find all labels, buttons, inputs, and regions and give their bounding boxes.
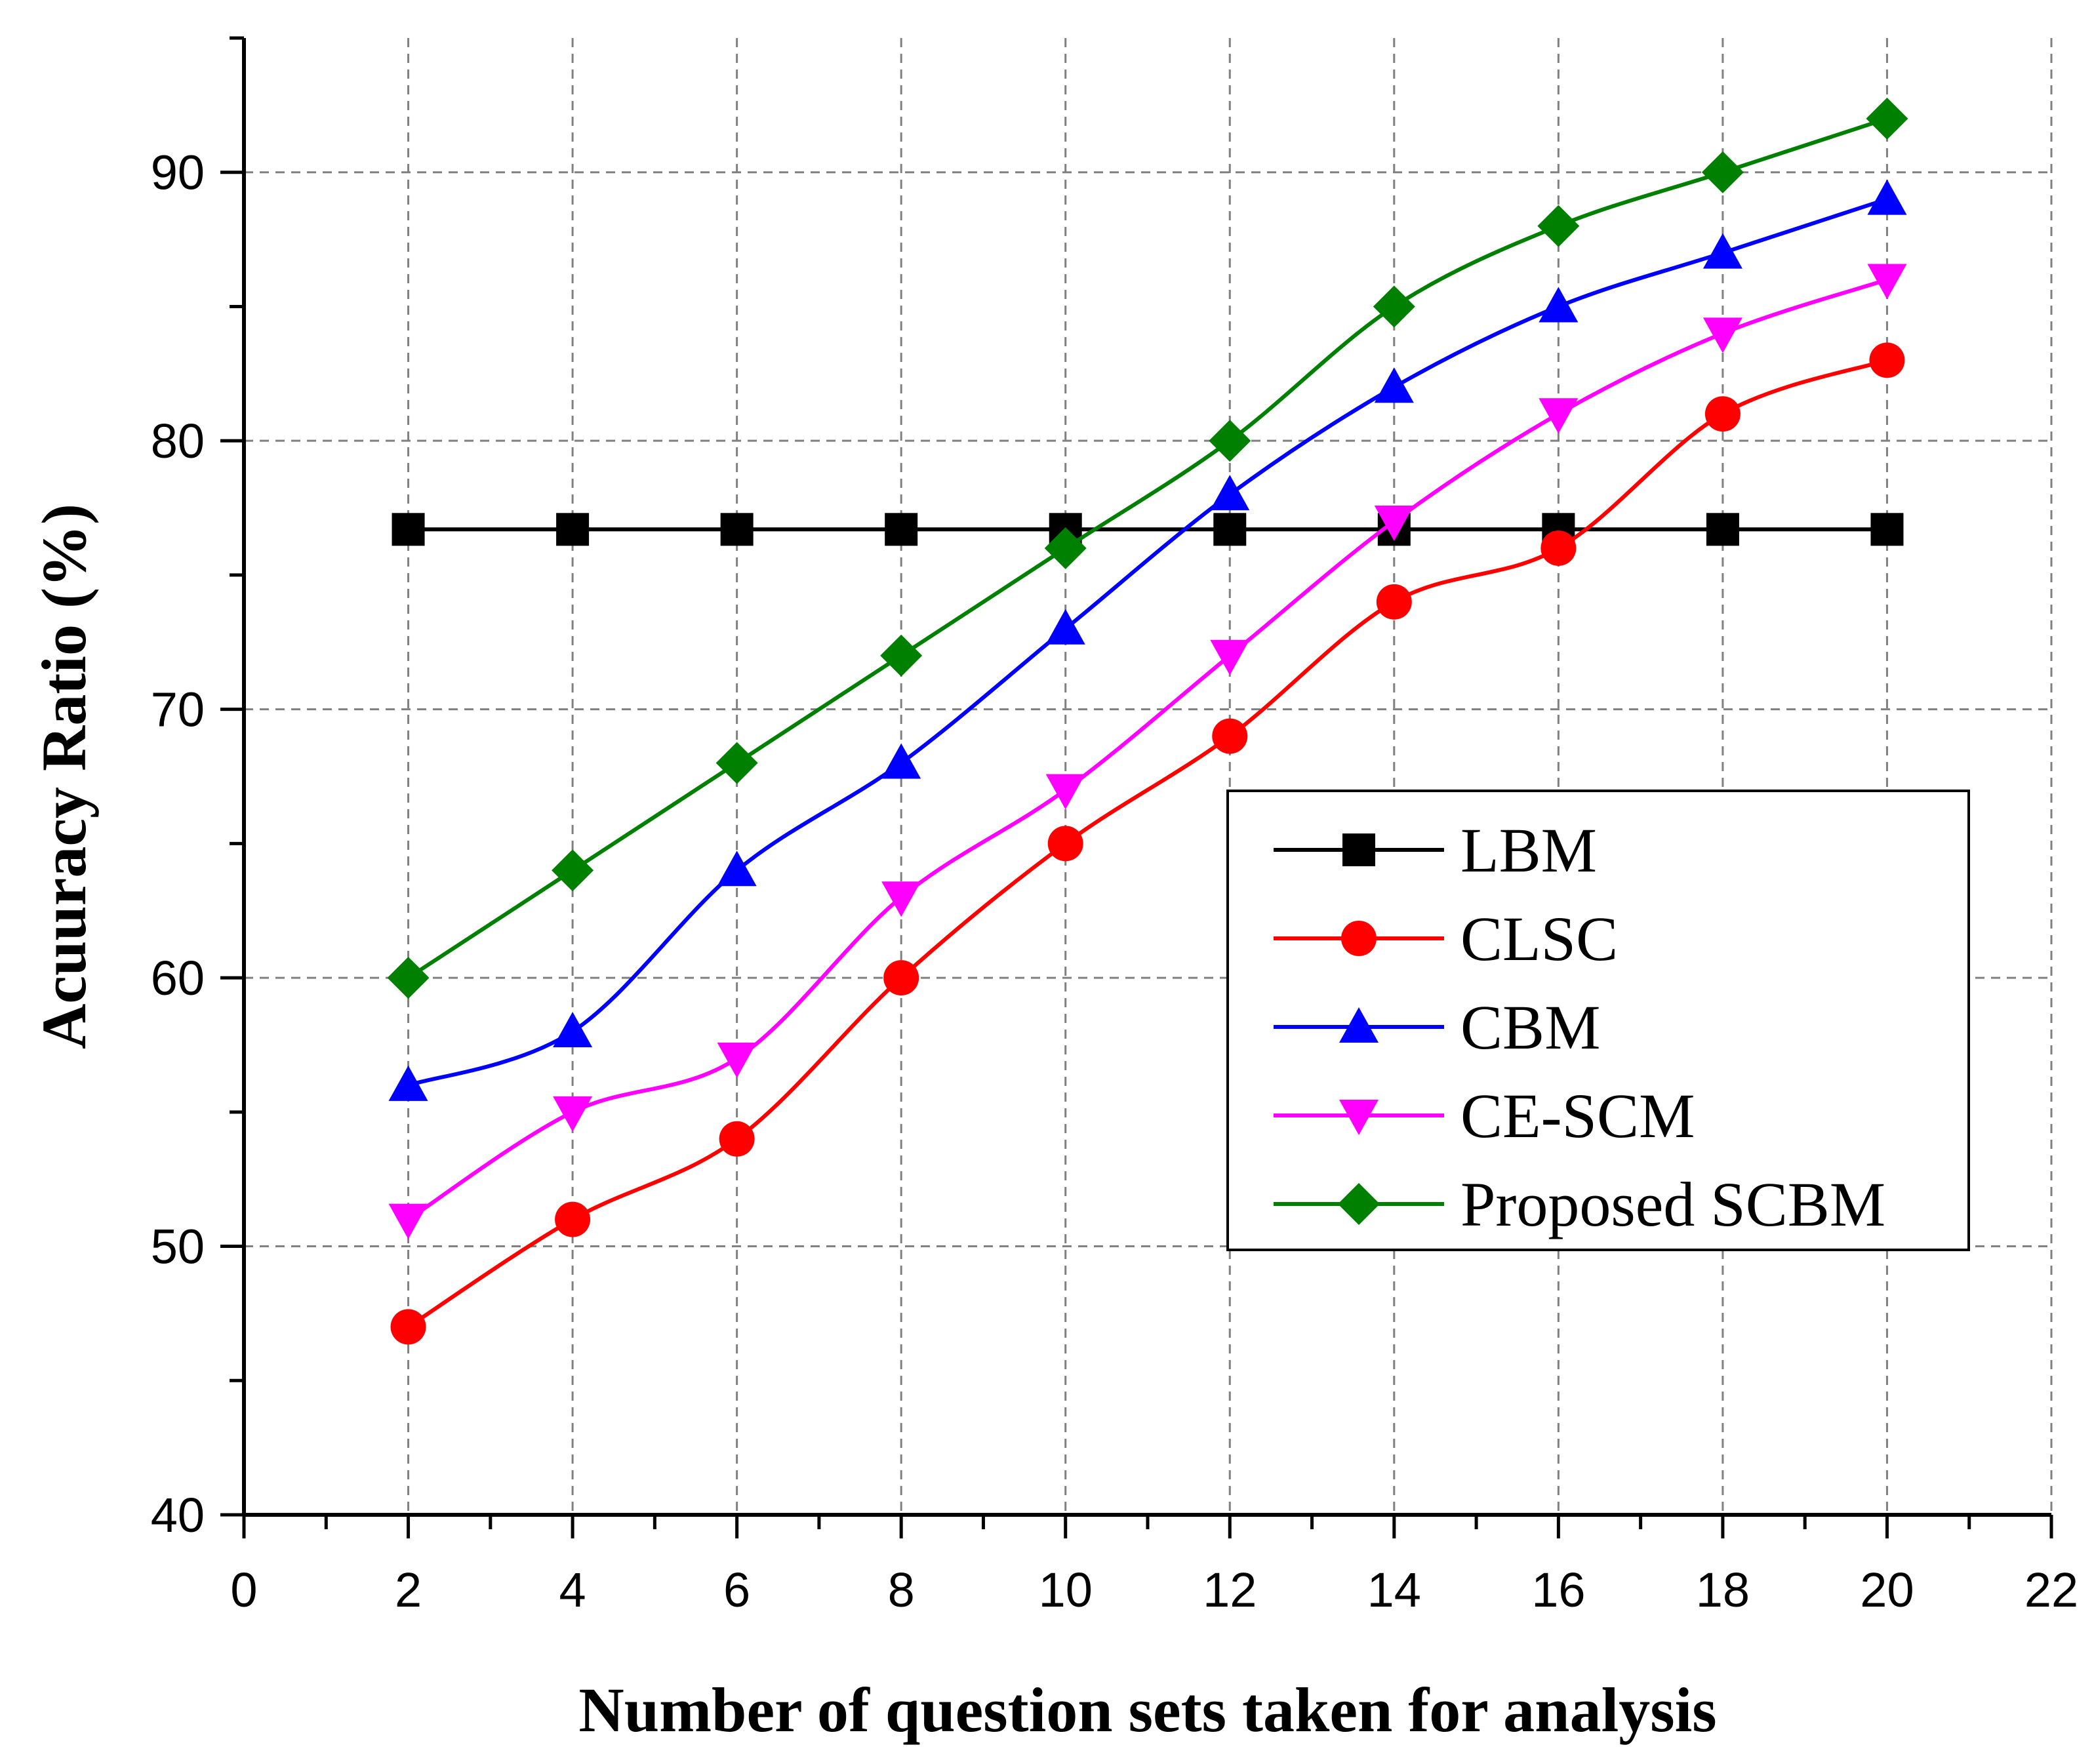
data-point-lbm-18: [1706, 513, 1739, 546]
x-tick-label-18: 18: [1696, 1563, 1750, 1617]
x-tick-label-16: 16: [1531, 1563, 1585, 1617]
legend-marker-cbm: [1339, 1007, 1379, 1043]
data-point-cbm-10: [1045, 609, 1085, 645]
series-line-ce-scm: [407, 277, 1888, 1222]
data-point-clsc-6: [719, 1121, 755, 1157]
data-point-ce-scm-18: [1702, 317, 1742, 353]
data-point-ce-scm-4: [553, 1096, 593, 1132]
series-line-clsc: [407, 358, 1888, 1329]
data-point-clsc-10: [1047, 826, 1083, 862]
y-tick-label-50: 50: [151, 1220, 205, 1274]
legend-label-clsc: CLSC: [1460, 904, 1618, 974]
data-point-ce-scm-16: [1539, 398, 1579, 434]
legend-marker-lbm: [1342, 833, 1375, 866]
data-point-ce-scm-2: [388, 1203, 428, 1239]
data-point-cbm-18: [1702, 233, 1742, 269]
y-tick-label-80: 80: [151, 414, 205, 468]
data-point-clsc-8: [883, 960, 919, 996]
data-point-cbm-20: [1867, 179, 1907, 215]
x-tick-label-4: 4: [559, 1563, 586, 1617]
x-tick-label-8: 8: [888, 1563, 915, 1617]
x-tick-label-6: 6: [723, 1563, 750, 1617]
data-point-clsc-16: [1540, 530, 1577, 566]
legend-marker-clsc: [1341, 921, 1377, 956]
x-tick-label-22: 22: [2024, 1563, 2078, 1617]
data-point-ce-scm-20: [1867, 264, 1907, 300]
x-tick-label-14: 14: [1367, 1563, 1421, 1617]
x-tick-label-10: 10: [1039, 1563, 1093, 1617]
data-point-cbm-16: [1539, 287, 1579, 323]
x-tick-label-0: 0: [230, 1563, 257, 1617]
tick-labels: 0 2 4 6 8 10 12 14 16 18 20 22 40 50 60 70 80 90: [151, 146, 2078, 1617]
data-point-cbm-4: [553, 1011, 593, 1047]
data-point-proposed-scbm-10: [1044, 527, 1087, 569]
axes: [220, 36, 2053, 1538]
y-axis-title: Acuuracy Ratio (%): [29, 504, 99, 1049]
series-line-cbm: [407, 197, 1888, 1087]
legend-label-cbm: CBM: [1460, 992, 1600, 1062]
x-axis-title: Number of question sets taken for analys…: [578, 1675, 1716, 1745]
data-point-cbm-8: [881, 743, 921, 779]
data-point-cbm-12: [1210, 475, 1250, 511]
y-tick-label-40: 40: [151, 1488, 205, 1542]
data-point-proposed-scbm-8: [880, 634, 923, 677]
legend: LBM CLSC CBM CE-SCM Proposed SCBM: [1226, 790, 1970, 1251]
data-point-ce-scm-10: [1045, 774, 1085, 810]
data-point-ce-scm-12: [1210, 639, 1250, 675]
data-point-lbm-2: [392, 513, 425, 546]
data-point-proposed-scbm-18: [1701, 151, 1744, 193]
data-point-proposed-scbm-2: [387, 957, 430, 999]
data-point-clsc-2: [390, 1309, 426, 1345]
data-point-proposed-scbm-6: [715, 742, 758, 784]
data-point-proposed-scbm-4: [552, 849, 594, 892]
data-point-cbm-14: [1374, 367, 1414, 403]
data-point-lbm-20: [1870, 513, 1904, 546]
data-point-clsc-14: [1376, 584, 1412, 620]
data-point-clsc-18: [1704, 396, 1741, 432]
data-point-proposed-scbm-16: [1537, 205, 1580, 247]
x-tick-label-20: 20: [1860, 1563, 1914, 1617]
data-point-lbm-4: [556, 513, 590, 546]
series-line-proposed-scbm: [407, 116, 1888, 980]
series-lines: [387, 97, 1908, 1345]
data-point-ce-scm-8: [881, 881, 921, 917]
legend-box: [1226, 790, 1970, 1251]
data-point-lbm-12: [1213, 513, 1247, 546]
x-tick-label-12: 12: [1203, 1563, 1257, 1617]
data-point-cbm-2: [388, 1065, 428, 1101]
data-point-proposed-scbm-14: [1373, 285, 1415, 328]
data-point-lbm-6: [720, 513, 754, 546]
data-point-clsc-20: [1869, 342, 1905, 378]
data-point-proposed-scbm-12: [1209, 420, 1251, 462]
data-point-ce-scm-6: [717, 1042, 757, 1078]
legend-marker-proposed-scbm: [1338, 1183, 1380, 1225]
data-point-ce-scm-14: [1374, 506, 1414, 542]
y-tick-label-70: 70: [151, 683, 205, 737]
grid-lines: [244, 38, 2053, 1515]
legend-label-proposed-scbm: Proposed SCBM: [1460, 1169, 1885, 1239]
data-point-lbm-8: [885, 513, 918, 546]
data-point-clsc-12: [1212, 718, 1248, 754]
y-tick-label-90: 90: [151, 146, 205, 200]
data-point-cbm-6: [717, 851, 757, 887]
data-point-proposed-scbm-20: [1866, 97, 1908, 140]
legend-label-ce-scm: CE-SCM: [1460, 1081, 1695, 1151]
legend-label-lbm: LBM: [1460, 815, 1597, 885]
data-point-clsc-4: [555, 1201, 591, 1237]
legend-marker-ce-scm: [1339, 1100, 1379, 1135]
x-tick-label-2: 2: [395, 1563, 422, 1617]
y-tick-label-60: 60: [151, 951, 205, 1005]
